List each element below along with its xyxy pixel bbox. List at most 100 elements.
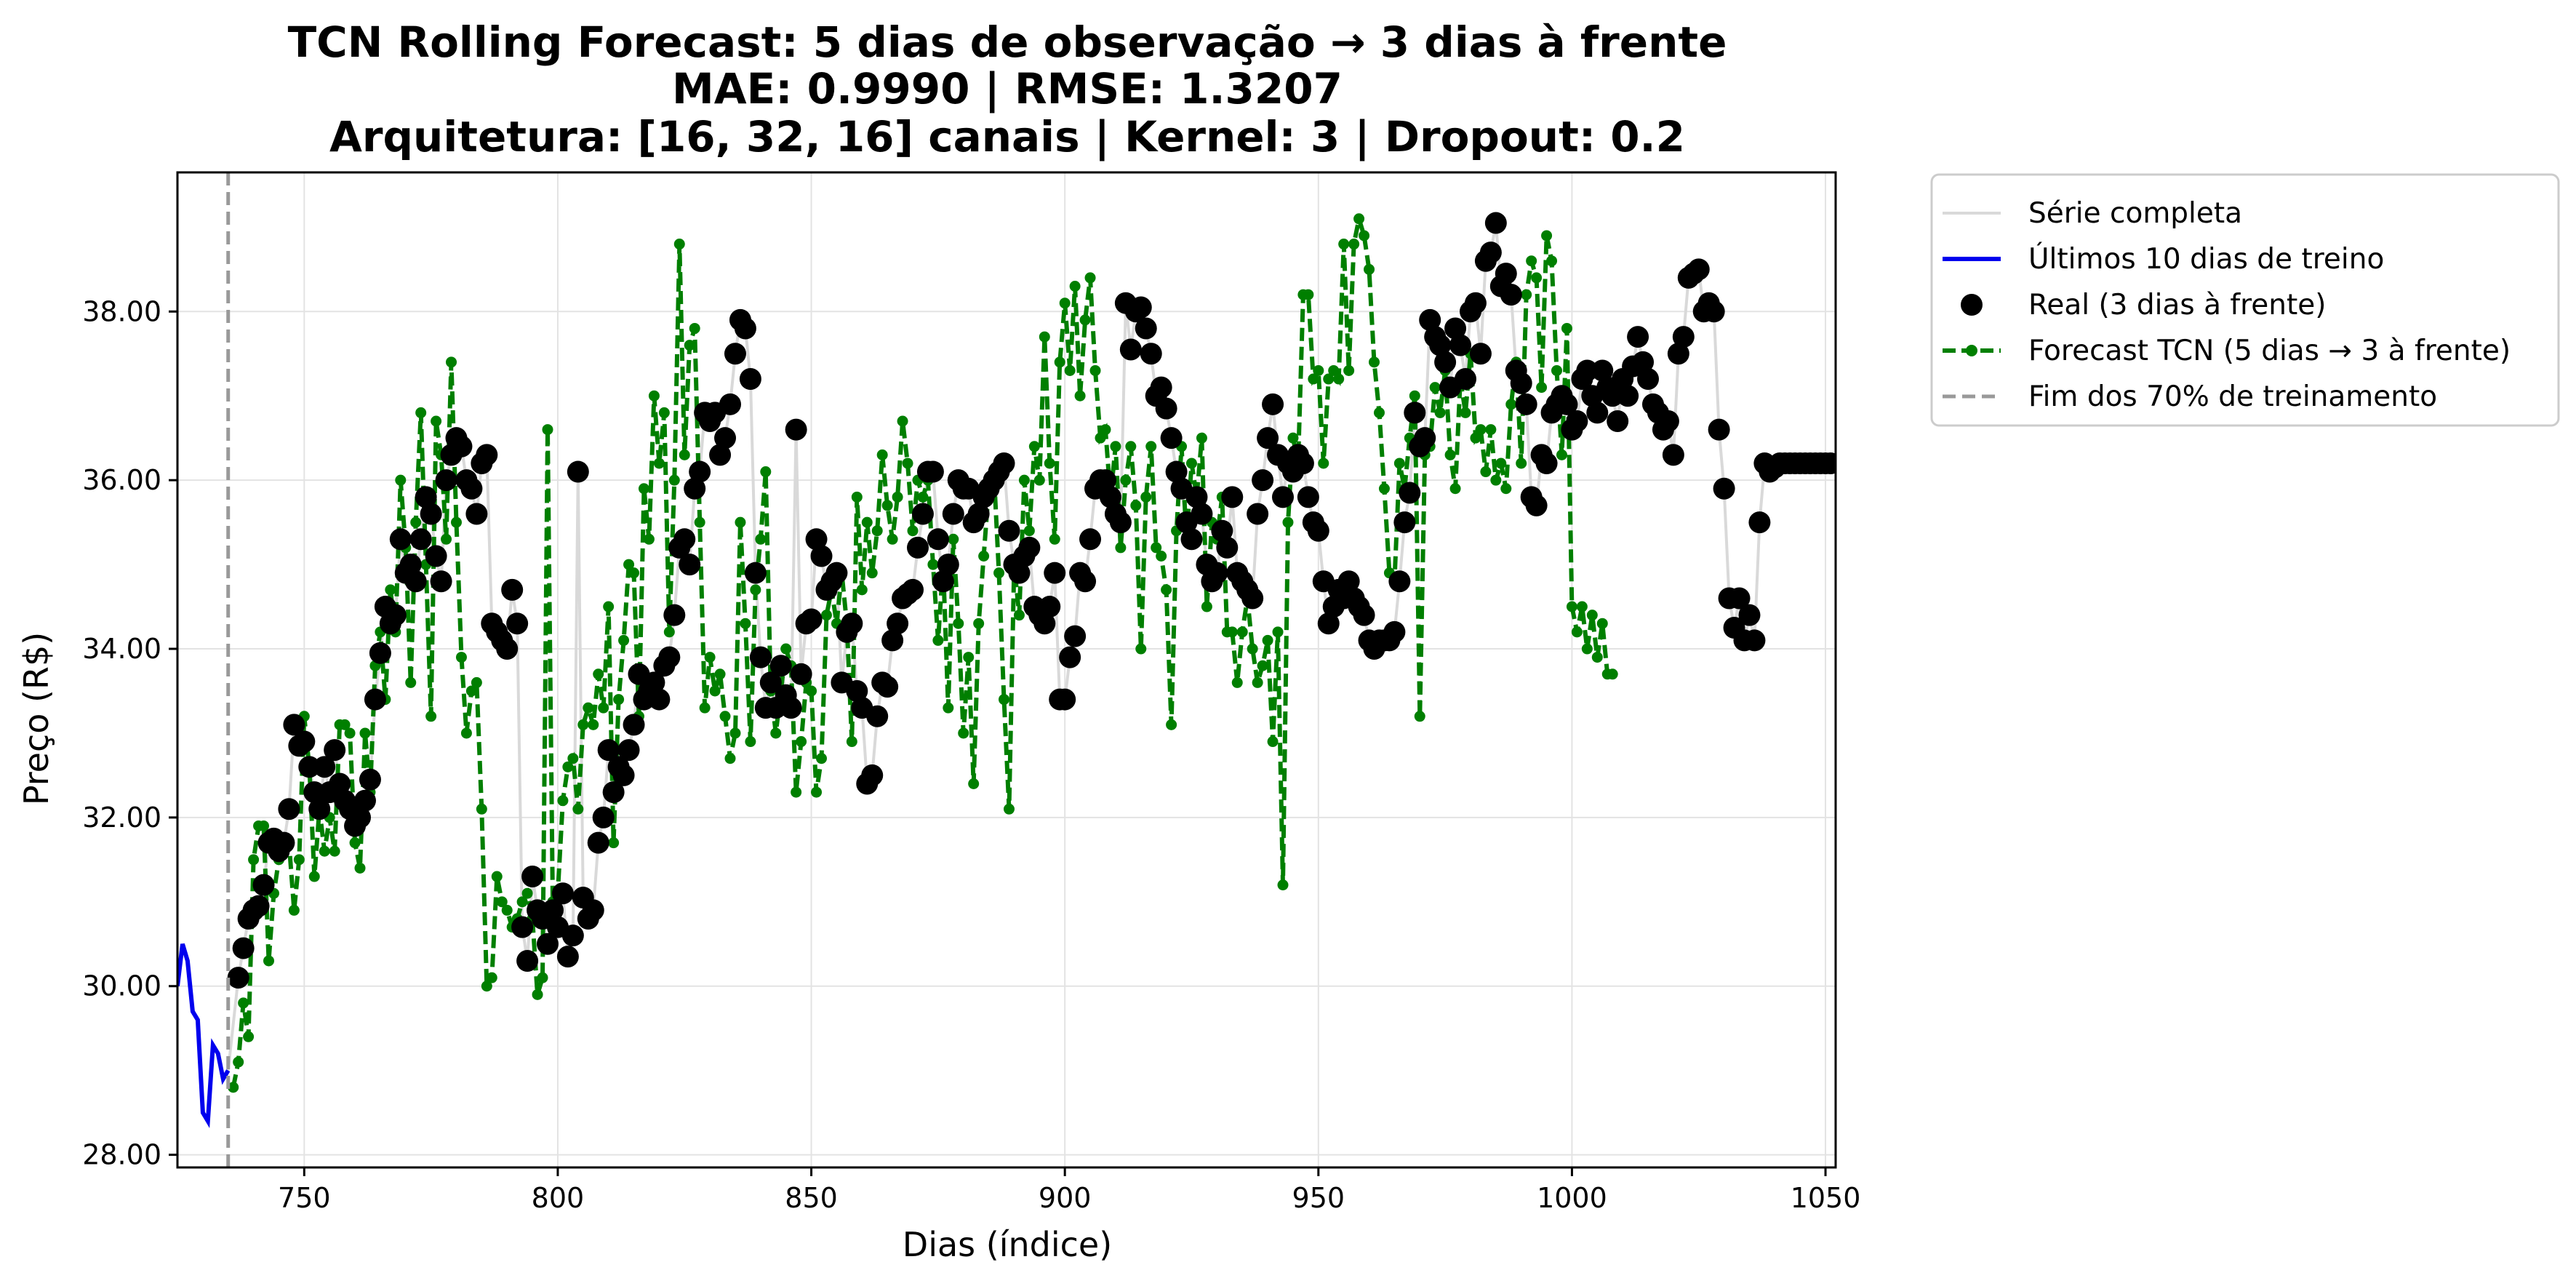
forecast-point [1140,491,1152,503]
forecast-point [465,685,477,697]
real-point [283,714,305,736]
real-point [911,503,934,525]
forecast-point [1551,364,1563,376]
forecast-point [349,837,361,849]
forecast-point [1373,407,1385,418]
real-point [1703,300,1725,323]
forecast-point [1308,373,1319,385]
real-point [273,831,295,854]
real-point [1748,511,1771,534]
real-point [800,608,823,631]
real-point [1119,338,1142,361]
forecast-point [557,795,569,807]
real-point [1510,372,1532,394]
real-point [1393,511,1416,534]
real-point [1206,562,1228,584]
forecast-point [1277,879,1289,891]
forecast-point [446,356,457,368]
forecast-point [663,626,675,638]
forecast-point [1145,441,1157,452]
forecast-point [1546,255,1558,267]
forecast-point [1003,803,1015,815]
real-point [541,899,564,922]
forecast-point [496,896,508,908]
real-point [430,570,452,593]
forecast-point [1303,289,1314,300]
real-point [329,772,351,795]
real-point [1576,359,1599,382]
forecast-point [431,415,442,427]
real-point [561,924,584,947]
real-point [404,570,427,593]
real-point [1155,397,1177,420]
forecast-point [861,516,873,528]
legend-label: Fim dos 70% de treinamento [2028,380,2437,413]
x-tick-label: 750 [278,1182,331,1214]
forecast-point [1156,550,1167,562]
real-point [1140,343,1162,365]
forecast-point [1460,407,1471,418]
real-point [1687,258,1710,281]
forecast-point [537,972,548,983]
real-point [805,528,828,551]
real-point [1434,351,1457,373]
real-point [617,739,640,762]
forecast-point [243,1031,255,1042]
real-point [1018,536,1041,559]
forecast-point [1566,601,1577,612]
forecast-point [943,702,954,714]
forecast-point [953,618,964,629]
real-point [1317,612,1340,635]
real-point [415,486,437,508]
legend-frame [1930,173,2560,427]
legend-label: Últimos 10 dias de treino [2028,241,2384,276]
forecast-point [714,668,726,680]
real-point [409,528,432,551]
forecast-point [709,685,721,697]
forecast-point [588,719,599,730]
forecast-point [1313,364,1324,376]
title-line-2: MAE: 0.9990 | RMSE: 1.3207 [672,64,1343,113]
real-point [298,756,321,778]
forecast-point [968,778,980,790]
forecast-point [1084,272,1096,284]
real-point [435,469,457,492]
real-point [643,671,665,694]
forecast-point [1323,373,1335,385]
forecast-point [658,407,670,418]
y-tick-label: 32.00 [82,802,161,834]
real-point [567,460,589,483]
forecast-point [806,685,817,697]
forecast-point [628,567,640,579]
forecast-point [425,711,437,722]
forecast-point [1378,483,1390,495]
real-point [1180,528,1203,551]
real-point [313,756,336,778]
real-point [719,393,741,415]
real-point [1185,486,1208,508]
real-point [1353,604,1375,626]
forecast-point [1591,652,1603,663]
real-point [1464,292,1487,314]
forecast-point [846,736,857,748]
forecast-point [770,727,782,739]
legend-item-treino: Últimos 10 dias de treino [1943,241,2384,276]
forecast-point [1023,525,1035,537]
forecast-point [1581,643,1593,655]
real-point [227,967,249,989]
forecast-point [668,474,680,486]
series-real [227,212,1836,989]
forecast-point [735,516,746,528]
forecast-point [441,533,452,545]
forecast-point [1328,364,1340,376]
real-point [324,739,346,762]
forecast-point [820,610,832,621]
real-point [1820,452,1836,474]
forecast-point [1064,364,1076,376]
forecast-point [577,719,589,730]
real-point [369,642,391,664]
forecast-point [791,786,802,798]
real-point [551,882,574,905]
forecast-point [1272,626,1284,638]
forecast-point [1267,736,1279,748]
